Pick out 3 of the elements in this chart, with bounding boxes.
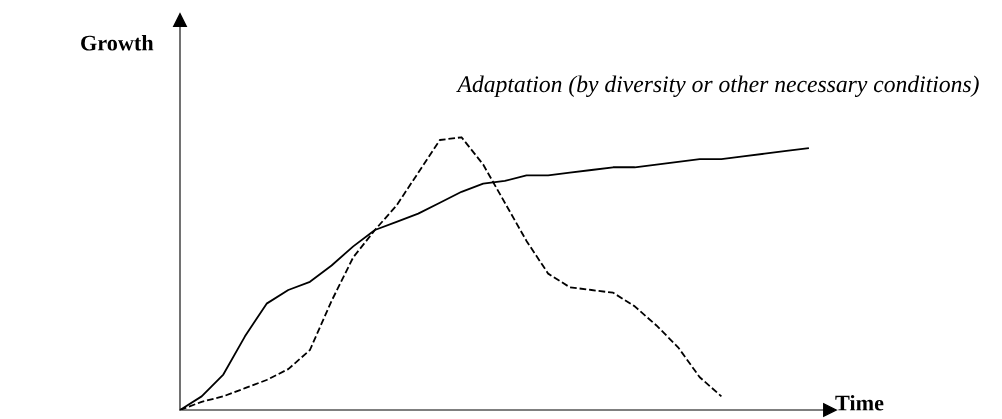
- y-axis-title: Growth: [81, 34, 154, 51]
- text: Adaptation (by diversity or other necessary conditions): [456, 75, 979, 98]
- x-axis-title: Time: [835, 394, 884, 411]
